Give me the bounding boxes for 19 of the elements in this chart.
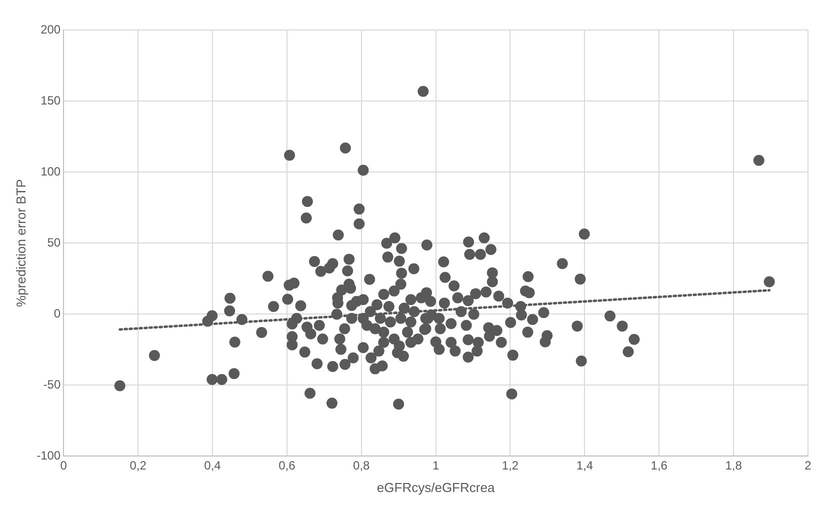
y-tick-label: -50 xyxy=(43,377,61,392)
y-tick-label: 200 xyxy=(40,22,61,36)
x-tick-label: 0,4 xyxy=(204,458,222,473)
x-axis-title: eGFRcys/eGFRcrea xyxy=(376,480,496,495)
x-tick-label: 1,6 xyxy=(650,458,668,473)
x-tick-label: 0,6 xyxy=(278,458,296,473)
x-tick-label: 0,2 xyxy=(130,458,147,473)
x-tick-label: 0,8 xyxy=(353,458,370,473)
y-tick-label: 100 xyxy=(40,164,61,178)
y-tick-label: -100 xyxy=(36,448,61,462)
x-tick-label: 1,8 xyxy=(725,458,742,473)
y-tick-label: 150 xyxy=(40,93,61,108)
x-tick-label: 1 xyxy=(432,458,440,473)
y-tick-label: 0 xyxy=(54,306,61,320)
x-tick-label: 2 xyxy=(804,458,812,473)
x-tick-label: 1,2 xyxy=(502,458,519,473)
x-tick-label: 1,4 xyxy=(576,458,594,473)
y-axis-title: %prediction error BTP xyxy=(13,179,28,307)
y-tick-label: 50 xyxy=(47,235,61,250)
